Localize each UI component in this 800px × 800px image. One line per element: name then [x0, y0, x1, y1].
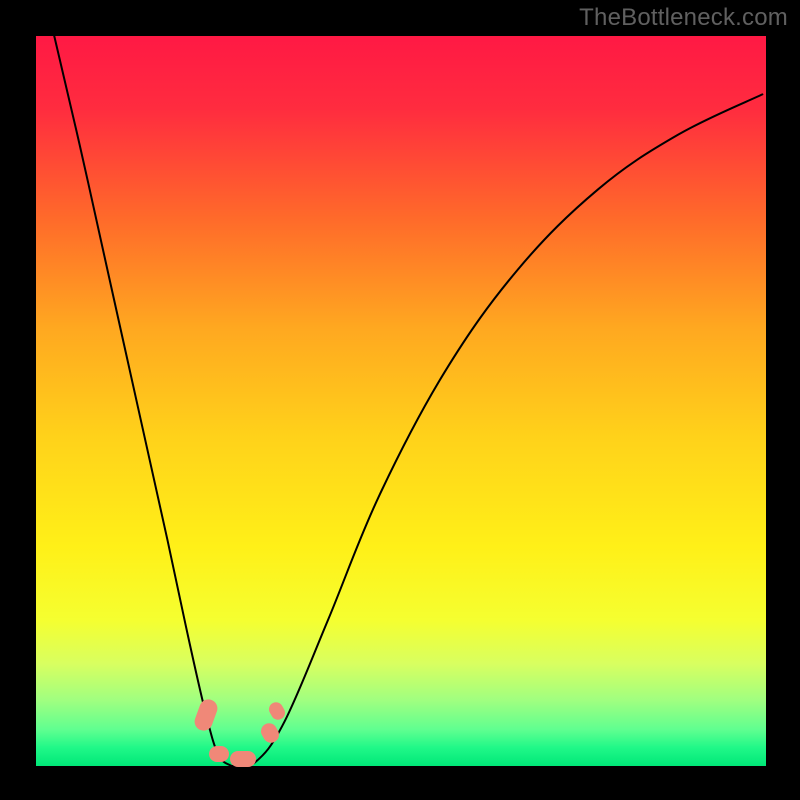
curve-marker — [230, 751, 256, 767]
chart-stage: TheBottleneck.com — [0, 0, 800, 800]
plot-gradient-area — [36, 36, 766, 766]
curve-marker — [209, 746, 229, 762]
watermark-text: TheBottleneck.com — [579, 4, 788, 32]
